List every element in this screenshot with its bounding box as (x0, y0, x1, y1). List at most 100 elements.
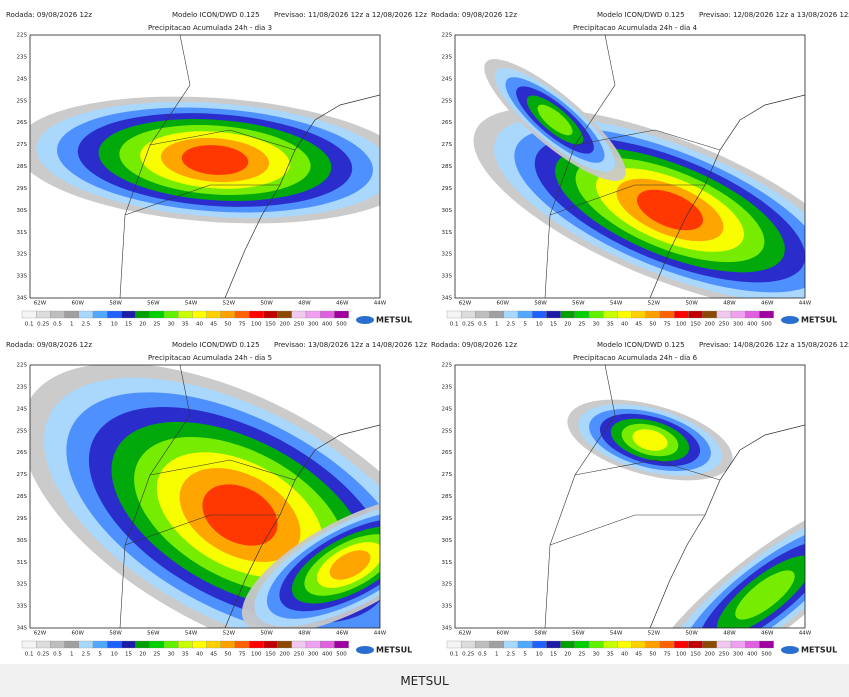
lat-label: 23S (17, 54, 28, 60)
colorbar-swatch (220, 310, 236, 319)
lat-label: 23S (442, 54, 453, 60)
lon-label: 46W (761, 301, 774, 307)
colorbar-swatch (745, 310, 760, 319)
lat-label: 33S (17, 274, 28, 280)
colorbar-swatch (546, 640, 561, 649)
lat-label: 27S (17, 472, 28, 478)
lon-label: 46W (761, 631, 774, 637)
forecast-label: Previsao: 12/08/2026 12z a 13/08/2026 12… (699, 11, 849, 19)
lon-label: 44W (374, 301, 387, 307)
colorbar-swatch (560, 640, 575, 649)
colorbar-label: 150 (265, 652, 276, 658)
forecast-label: Previsao: 11/08/2026 12z a 12/08/2026 12… (274, 11, 427, 19)
colorbar-swatch (631, 640, 646, 649)
colorbar-swatch (532, 310, 547, 319)
lat-label: 34S (17, 626, 28, 632)
colorbar-swatch (532, 640, 547, 649)
lat-label: 34S (442, 296, 453, 302)
colorbar-label: 45 (635, 322, 642, 328)
lon-label: 54W (185, 301, 198, 307)
lon-label: 56W (572, 631, 585, 637)
lat-label: 33S (442, 274, 453, 280)
colorbar-label: 200 (704, 322, 715, 328)
precip-area (537, 104, 573, 136)
colorbar-swatch (135, 310, 150, 319)
colorbar-swatch (475, 310, 490, 319)
colorbar-swatch (263, 640, 278, 649)
panel: Rodada: 09/08/2026 12z Modelo ICON/DWD 0.… (6, 341, 427, 658)
lat-label: 31S (17, 230, 28, 236)
lat-label: 28S (442, 494, 453, 500)
border (574, 129, 721, 151)
colorbar-swatch (206, 640, 221, 649)
colorbar-swatch (220, 640, 236, 649)
lat-label: 24S (442, 76, 453, 82)
logo-mark (781, 316, 799, 324)
lat-label: 30S (442, 208, 453, 214)
colorbar-label: 1 (495, 652, 499, 658)
colorbar-swatch (475, 640, 490, 649)
border (124, 514, 280, 546)
lat-label: 24S (442, 406, 453, 412)
lat-label: 32S (17, 582, 28, 588)
lon-label: 56W (572, 301, 585, 307)
colorbar-swatch (149, 640, 165, 649)
lat-label: 26S (442, 120, 453, 126)
colorbar-swatch (759, 640, 774, 649)
coastline (224, 424, 380, 628)
colorbar-label: 50 (649, 322, 656, 328)
colorbar-label: 150 (265, 322, 276, 328)
lat-label: 22S (442, 363, 453, 369)
colorbar-swatch (249, 310, 264, 319)
colorbar-swatch (517, 310, 533, 319)
lon-label: 62W (459, 301, 472, 307)
lon-label: 52W (648, 631, 661, 637)
map-field (455, 35, 805, 298)
lat-label: 26S (17, 120, 28, 126)
colorbar-swatch (50, 640, 65, 649)
lon-label: 60W (72, 301, 85, 307)
precip-area (735, 570, 795, 620)
lon-label: 44W (799, 631, 812, 637)
lon-label: 52W (223, 631, 236, 637)
colorbar-label: 400 (747, 322, 758, 328)
lon-label: 44W (374, 631, 387, 637)
lat-label: 32S (17, 252, 28, 258)
colorbar-label: 75 (664, 652, 671, 658)
colorbar-label: 20 (564, 652, 571, 658)
colorbar-label: 35 (182, 652, 189, 658)
colorbar-label: 35 (607, 322, 614, 328)
colorbar-label: 0.25 (37, 322, 50, 328)
colorbar-label: 40 (196, 652, 203, 658)
colorbar-label: 25 (153, 652, 160, 658)
colorbar-swatch (234, 640, 250, 649)
colorbar-label: 2.5 (82, 322, 91, 328)
lat-label: 32S (442, 252, 453, 258)
lat-label: 30S (17, 538, 28, 544)
colorbar-label: 40 (621, 652, 628, 658)
colorbar-label: 500 (336, 652, 347, 658)
colorbar-swatch (645, 640, 661, 649)
map-frame (29, 34, 381, 299)
colorbar-swatch (560, 310, 575, 319)
colorbar-swatch (617, 640, 632, 649)
map-frame (454, 34, 806, 299)
colorbar-label: 25 (578, 322, 585, 328)
lon-label: 60W (497, 301, 510, 307)
lat-label: 26S (17, 450, 28, 456)
lon-label: 58W (534, 631, 547, 637)
colorbar-label: 15 (125, 652, 132, 658)
lon-label: 62W (34, 301, 47, 307)
lon-label: 50W (685, 301, 698, 307)
colorbar-swatch (291, 640, 307, 649)
lon-label: 50W (260, 301, 273, 307)
colorbar-label: 75 (664, 322, 671, 328)
lat-label: 31S (442, 560, 453, 566)
colorbar-swatch (446, 640, 462, 649)
colorbar-swatch (503, 310, 519, 319)
colorbar-label: 150 (690, 652, 701, 658)
colorbar-swatch (78, 310, 94, 319)
colorbar-swatch (716, 640, 732, 649)
lat-label: 22S (17, 33, 28, 39)
